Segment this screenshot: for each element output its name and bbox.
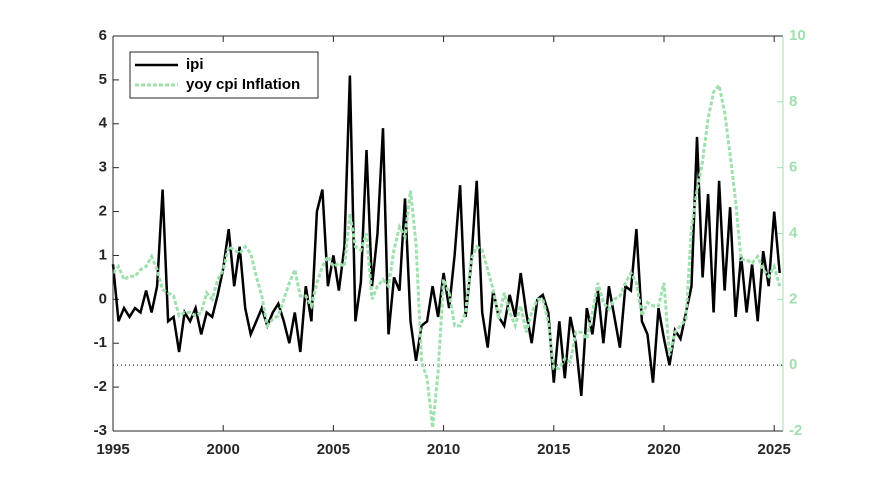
series-line	[111, 82, 782, 428]
y-tick-label: -1	[94, 334, 107, 351]
x-tick-label: 2020	[647, 441, 680, 458]
y-tick-label: 4	[99, 115, 108, 132]
y-tick-label: 6	[99, 27, 107, 44]
y-tick-label: -2	[94, 378, 107, 395]
x-tick-label: 2025	[757, 441, 790, 458]
y-tick-label: 0	[99, 290, 107, 307]
legend-label: yoy cpi Inflation	[186, 76, 300, 93]
y-tick-label: 5	[99, 71, 107, 88]
y2-tick-label: 4	[789, 224, 798, 241]
y2-tick-label: 0	[789, 356, 797, 373]
x-tick-label: 2000	[207, 441, 240, 458]
x-tick-label: 2005	[317, 441, 350, 458]
y-tick-label: 3	[99, 159, 107, 176]
y2-tick-label: 8	[789, 93, 797, 110]
legend-box	[129, 51, 319, 99]
y2-tick-label: 2	[789, 290, 797, 307]
y2-tick-label: -2	[789, 422, 802, 439]
y2-tick-label: 10	[789, 27, 806, 44]
y-tick-label: -3	[94, 422, 107, 439]
y-tick-label: 2	[99, 203, 107, 220]
y2-tick-label: 6	[789, 159, 797, 176]
x-tick-label: 1995	[96, 441, 129, 458]
legend-label: ipi	[186, 56, 204, 73]
x-tick-label: 2010	[427, 441, 460, 458]
plot-area	[113, 36, 783, 431]
y-tick-label: 1	[99, 246, 107, 263]
x-tick-label: 2015	[537, 441, 570, 458]
